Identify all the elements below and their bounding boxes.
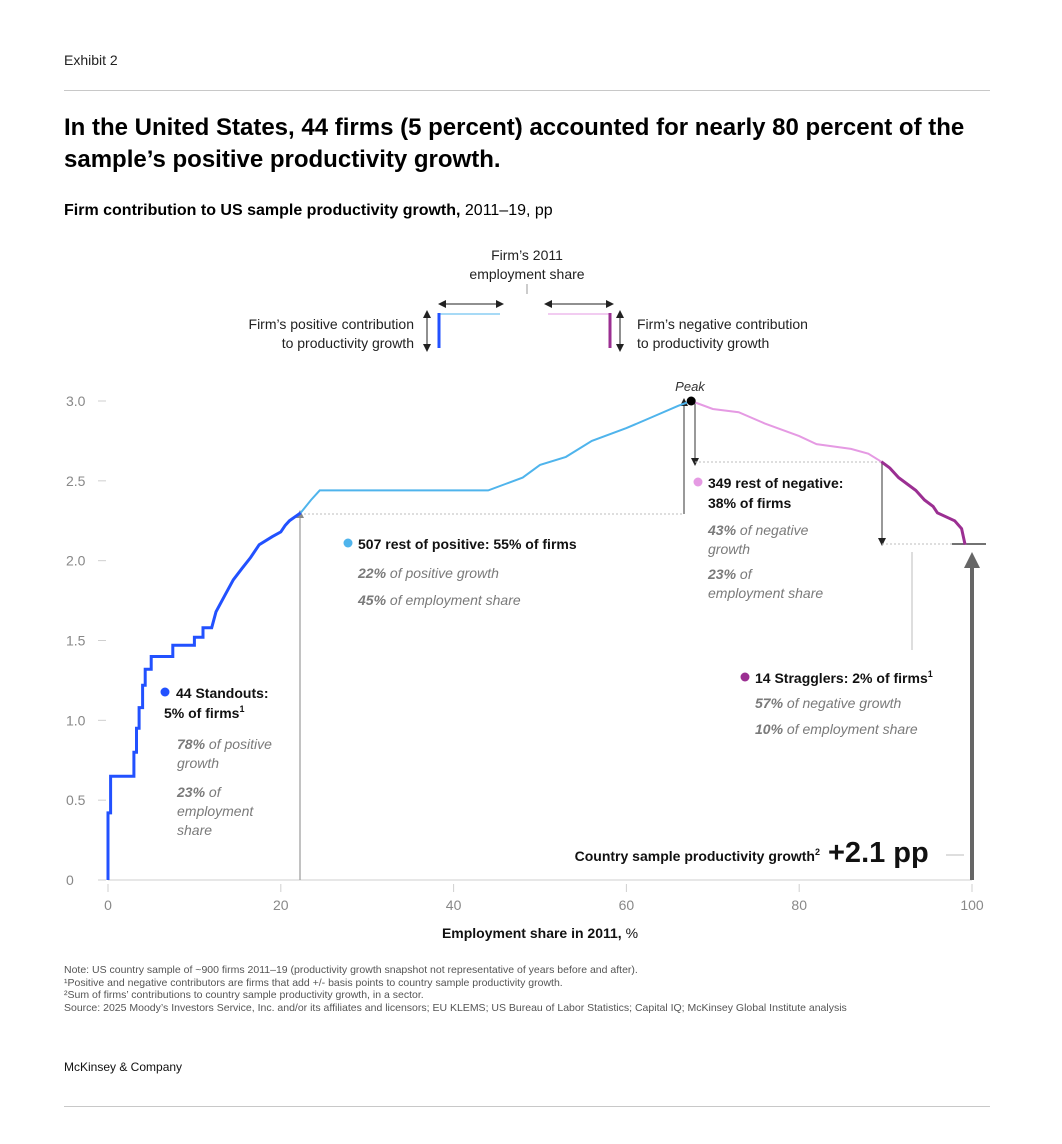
x-axis-label-unit: % — [626, 925, 638, 941]
chart-headline: In the United States, 44 firms (5 percen… — [64, 114, 965, 173]
rest-negative-stat1-pct: 43% — [707, 522, 737, 538]
standouts-stat2-rest: of — [205, 784, 223, 800]
rest-negative-stat1-line2: growth — [708, 541, 750, 557]
footnote-1: ¹Positive and negative contributors are … — [64, 976, 563, 989]
rest-positive-stat2: 45% of employment share — [357, 592, 521, 608]
series-line-standouts — [106, 511, 302, 880]
series-line-stragglers — [880, 460, 967, 546]
legend-negative-line1: Firm’s negative contribution — [637, 316, 808, 332]
footnote-2: ²Sum of firms’ contributions to country … — [64, 989, 424, 1001]
rest-positive-stat2-rest: of employment share — [386, 592, 521, 608]
rest-negative-stat2-rest: of — [736, 566, 754, 582]
chart-subtitle: Firm contribution to US sample productiv… — [64, 202, 553, 220]
y-tick-label: 2.0 — [66, 553, 86, 569]
rest-negative-stat2-pct: 23% — [707, 566, 737, 582]
country-total-footnote-ref: 2 — [815, 847, 820, 857]
standouts-stat2-line2: employment — [177, 803, 254, 819]
rest-negative-title-line1: 349 rest of negative: — [708, 475, 843, 491]
y-tick-label: 1.0 — [66, 712, 86, 728]
peak-marker — [686, 396, 696, 406]
standouts-stat1-rest: of positive — [205, 736, 272, 752]
series-layer — [106, 400, 967, 880]
annotation-rest-negative: 349 rest of negative: 38% of firms 43% o… — [693, 475, 843, 601]
legend-negative-line2: to productivity growth — [637, 335, 769, 351]
standouts-stat2-pct: 23% — [176, 784, 206, 800]
country-total-label: Country sample productivity growth2 — [575, 847, 820, 864]
rest-negative-stat2-line2: employment share — [708, 585, 823, 601]
rest-negative-stat1-line1: 43% of negative — [707, 522, 809, 538]
standouts-title-line1: 44 Standouts: — [176, 685, 269, 701]
annotation-country-total: Country sample productivity growth2 +2.1… — [575, 837, 929, 869]
brand-logo-text: McKinsey & Company — [64, 1060, 183, 1074]
stragglers-dot — [740, 672, 750, 682]
subtitle-rest: 2011–19, pp — [460, 202, 553, 219]
rest-positive-stat1-rest: of positive growth — [386, 565, 499, 581]
stragglers-title-text: 14 Stragglers: 2% of firms — [755, 670, 928, 686]
guides — [296, 398, 986, 880]
source-line: Source: 2025 Moody’s Investors Service, … — [64, 1001, 847, 1014]
top-rule — [64, 90, 990, 91]
y-axis: 0 0.5 1.0 1.5 2.0 2.5 3.0 — [66, 393, 106, 888]
stragglers-stat1-rest: of negative growth — [783, 695, 902, 711]
stragglers-stat1-pct: 57% — [755, 695, 784, 711]
bottom-rule — [64, 1106, 990, 1107]
x-tick-label: 20 — [273, 897, 289, 913]
stragglers-title: 14 Stragglers: 2% of firms1 — [755, 669, 933, 686]
stragglers-footnote-ref: 1 — [928, 669, 933, 679]
standouts-footnote-ref: 1 — [239, 704, 244, 714]
legend-positive-line1: Firm’s positive contribution — [249, 316, 414, 332]
series-line-rest-negative — [690, 400, 882, 463]
stragglers-stat2: 10% of employment share — [755, 721, 918, 737]
rest-negative-title-line2: 38% of firms — [708, 495, 791, 511]
x-tick-label: 0 — [104, 897, 112, 913]
standouts-title2-text: 5% of firms — [164, 705, 240, 721]
annotation-standouts: 44 Standouts: 5% of firms1 78% of positi… — [160, 685, 272, 838]
x-tick-label: 100 — [960, 897, 984, 913]
standouts-stat2-line3: share — [177, 822, 212, 838]
x-tick-label: 80 — [791, 897, 807, 913]
annotation-rest-positive: 507 rest of positive: 55% of firms 22% o… — [343, 536, 577, 608]
standouts-stat1-line2: growth — [177, 755, 219, 771]
stragglers-stat1: 57% of negative growth — [755, 695, 902, 711]
standouts-title-line2: 5% of firms1 — [164, 704, 244, 721]
chart-svg: Firm’s 2011 employment share Firm’s posi… — [66, 247, 986, 941]
legend-employment-line2: employment share — [469, 266, 584, 282]
x-tick-label: 60 — [619, 897, 635, 913]
legend-key: Firm’s 2011 employment share Firm’s posi… — [249, 247, 808, 352]
exhibit-label: Exhibit 2 — [64, 52, 118, 68]
standouts-stat2-line1: 23% of — [176, 784, 223, 800]
rest-negative-stat2-line1: 23% of — [707, 566, 754, 582]
standouts-stat1-pct: 78% — [177, 736, 206, 752]
footnotes: Note: US country sample of ~900 firms 20… — [64, 964, 847, 1014]
x-tick-label: 40 — [446, 897, 462, 913]
legend-positive-line2: to productivity growth — [282, 335, 414, 351]
y-tick-label: 1.5 — [66, 633, 86, 649]
x-axis-label-bold: Employment share in 2011, — [442, 925, 622, 941]
x-axis-label: Employment share in 2011, % — [442, 925, 638, 941]
peak-label: Peak — [675, 379, 706, 394]
annotation-stragglers: 14 Stragglers: 2% of firms1 57% of negat… — [740, 669, 933, 737]
rest-negative-dot — [693, 477, 703, 487]
rest-positive-stat2-pct: 45% — [357, 592, 387, 608]
series-line-rest-positive — [299, 400, 692, 514]
rest-positive-stat1: 22% of positive growth — [357, 565, 499, 581]
subtitle-bold: Firm contribution to US sample productiv… — [64, 202, 461, 219]
rest-positive-stat1-pct: 22% — [357, 565, 387, 581]
country-total-label-text: Country sample productivity growth — [575, 848, 815, 864]
standouts-stat1-line1: 78% of positive — [177, 736, 272, 752]
y-tick-label: 2.5 — [66, 473, 86, 489]
rest-negative-stat1-rest: of negative — [736, 522, 809, 538]
y-tick-label: 0.5 — [66, 792, 86, 808]
country-total-value: +2.1 pp — [828, 837, 929, 869]
y-tick-label: 3.0 — [66, 393, 86, 409]
stragglers-stat2-rest: of employment share — [783, 721, 918, 737]
note-line: Note: US country sample of ~900 firms 20… — [64, 964, 638, 976]
stragglers-stat2-pct: 10% — [755, 721, 784, 737]
rest-positive-title: 507 rest of positive: 55% of firms — [358, 536, 577, 552]
x-axis: 0 20 40 60 80 100 — [104, 884, 984, 913]
legend-employment-line1: Firm’s 2011 — [491, 247, 563, 263]
rest-positive-dot — [343, 538, 353, 548]
standouts-dot — [160, 687, 170, 697]
y-tick-label: 0 — [66, 872, 74, 888]
